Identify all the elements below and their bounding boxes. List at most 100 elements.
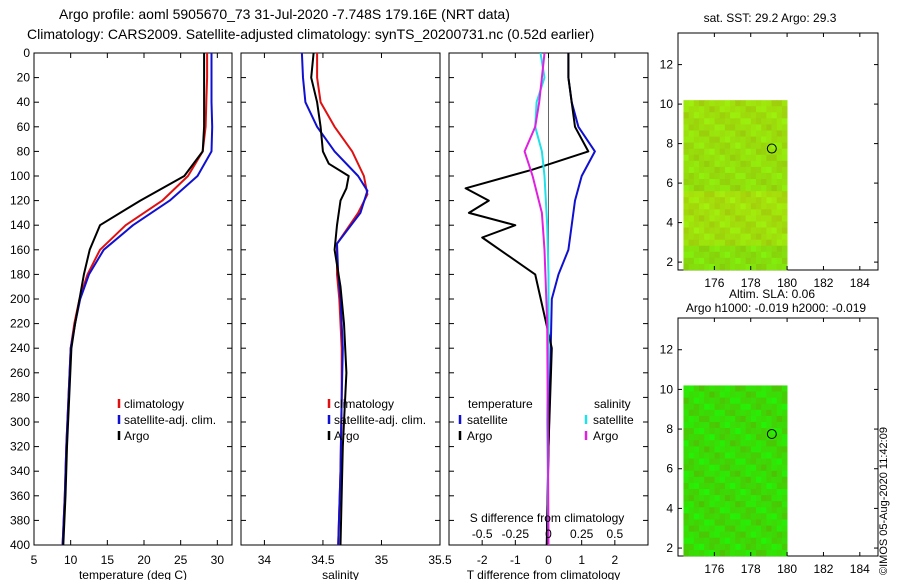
sla_map-cell (761, 385, 767, 392)
depth-tick-label: 200 (10, 292, 30, 306)
sst_map-cell (730, 227, 736, 235)
sst_map-cell (735, 239, 741, 247)
sla_map-cell (756, 434, 762, 441)
sst_map-cell (766, 154, 772, 162)
sla_map-cell (750, 464, 757, 472)
sla_map-cell (724, 531, 731, 539)
sst_map-cell (735, 136, 741, 144)
difference-s-axis-label: S difference from climatology (470, 511, 625, 525)
sla_map-cell (683, 507, 690, 514)
sla_map-cell (709, 507, 715, 514)
sst_map-cell (745, 112, 752, 119)
sst_map-cell (693, 179, 700, 186)
sst_map-cell (683, 233, 690, 241)
sst_map-cell (699, 142, 705, 150)
sst_map-cell (735, 148, 741, 156)
sla_map-cell (781, 464, 788, 472)
sst_map-cell (693, 245, 700, 253)
sst_map-cell (693, 148, 700, 156)
sst_map-cell (740, 239, 747, 247)
sst_map-cell (714, 172, 721, 180)
sla_map-cell (756, 409, 762, 417)
sla_map-cell (761, 428, 767, 435)
sst_map-cell (771, 160, 778, 168)
sla_map-cell (761, 549, 767, 557)
sst_map-cell (688, 160, 695, 168)
sst_map-cell (683, 106, 690, 113)
sst_map-cell (699, 106, 705, 113)
sst_map-cell (693, 197, 700, 204)
sst_map-cell (771, 142, 778, 150)
sst_map-cell (781, 124, 788, 131)
difference-series-s-argo (523, 52, 550, 546)
sla_map-cell (745, 464, 752, 472)
sst_map-cell (683, 148, 690, 156)
sla_map-cell (776, 403, 783, 411)
sst_map-cell (724, 179, 731, 186)
sla_map-cell (704, 531, 710, 539)
sst_map-cell (735, 172, 741, 180)
sst_map-cell (704, 227, 710, 235)
sst_map-cell (735, 112, 741, 119)
sla_map-cell (704, 421, 710, 429)
sla_map-cell (781, 397, 788, 405)
sst_map-cell (719, 154, 726, 162)
sst_map-cell (688, 257, 695, 265)
sla_map-cell (761, 525, 767, 533)
sst_map-cell (766, 136, 772, 144)
sla_map-cell (709, 501, 715, 508)
sst_map-cell (745, 106, 752, 113)
sst_map-cell (719, 130, 726, 137)
sst_map-cell (750, 112, 757, 119)
difference-xtick-label: 0 (545, 553, 552, 567)
sst_map-cell (719, 227, 726, 235)
sla_map-cell (730, 531, 736, 539)
sla_map-cell (714, 531, 721, 539)
sla_map-cell (730, 464, 736, 472)
sla_map-cell (766, 531, 772, 539)
sst_map-cell (714, 148, 721, 156)
sla_map-cell (781, 415, 788, 423)
sst_map-cell (740, 100, 747, 107)
sla_map-cell (730, 482, 736, 490)
sla_map-cell (714, 464, 721, 472)
sst_map-cell (693, 215, 700, 222)
sst_map-cell (781, 148, 788, 156)
sla_map-cell (740, 440, 747, 447)
sla_map-cell (693, 519, 700, 526)
sst_map-cell (730, 233, 736, 241)
sla_map-cell (771, 397, 778, 405)
sst_map-cell (724, 197, 731, 204)
sst_map-cell (683, 136, 690, 144)
sla_map-cell (709, 537, 715, 545)
sla_map-cell (781, 543, 788, 551)
sst_map-cell (771, 191, 778, 198)
sla_map-cell (714, 385, 721, 392)
sla_map-cell (776, 482, 783, 490)
sst_map-cell (745, 148, 752, 156)
sla_map-cell (704, 549, 710, 557)
sst_map-cell (756, 251, 762, 259)
sst_map-cell (704, 124, 710, 131)
sst_map-cell (771, 166, 778, 174)
sla_map-cell (745, 501, 752, 508)
depth-tick-label: 120 (10, 194, 30, 208)
sla_map-cell (724, 482, 731, 490)
sst_map-cell (724, 209, 731, 216)
sst_map-cell (750, 191, 757, 198)
sst_map-cell (730, 209, 736, 216)
sst_map-cell (688, 245, 695, 253)
sst_map-cell (704, 148, 710, 156)
sla_map-cell (688, 415, 695, 423)
sla_map-cell (776, 452, 783, 459)
sla_map-ytick-label: 4 (666, 501, 673, 515)
sst_map-cell (756, 142, 762, 150)
sla_map-cell (699, 446, 705, 453)
sla_map-cell (683, 415, 690, 423)
sla_map-cell (756, 549, 762, 557)
sla_map-cell (766, 464, 772, 472)
sla_map-cell (766, 507, 772, 514)
sst_map-cell (699, 251, 705, 259)
sla_map-cell (745, 482, 752, 490)
sst_map-cell (683, 118, 690, 125)
